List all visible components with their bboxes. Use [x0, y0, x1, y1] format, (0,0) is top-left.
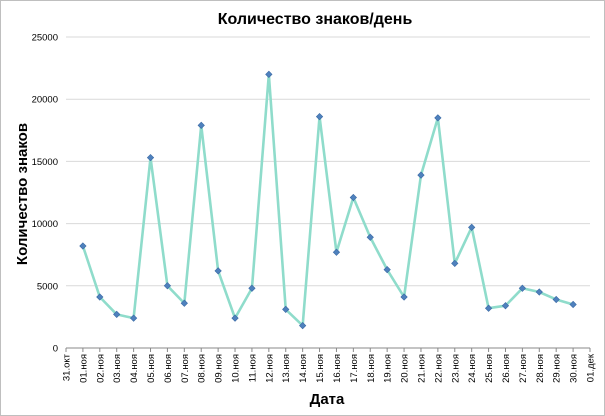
- data-point: [299, 321, 307, 330]
- gridlines: [66, 36, 590, 287]
- x-tick-label: 27.ноя: [518, 354, 529, 383]
- y-axis-title: Количество знаков: [14, 123, 31, 265]
- data-point: [569, 300, 577, 309]
- data-point: [214, 267, 222, 275]
- data-point: [434, 114, 442, 122]
- data-point: [383, 266, 391, 274]
- x-tick-label: 26.ноя: [501, 354, 512, 383]
- data-point: [315, 112, 324, 121]
- x-tick-label: 04.ноя: [129, 354, 140, 383]
- x-tick-label: 23.ноя: [450, 354, 461, 383]
- x-tick-label: 01.ноя: [78, 354, 89, 383]
- x-axis-ticks: 31.окт 01.ноя 02.ноя 03.ноя 04.ноя 05.ноя 06.н…: [62, 348, 597, 383]
- x-tick-label: 16.ноя: [332, 354, 343, 383]
- data-point: [332, 248, 341, 256]
- x-tick-label: 24.ноя: [467, 354, 478, 383]
- x-tick-label: 11.ноя: [247, 354, 258, 382]
- x-tick-label: 22.ноя: [433, 354, 444, 383]
- data-point: [366, 233, 374, 241]
- x-tick-label: 28.ноя: [535, 354, 546, 383]
- x-tick-label: 17.ноя: [349, 354, 360, 383]
- data-point: [180, 299, 188, 307]
- data-point: [79, 242, 87, 250]
- x-tick-label: 29.ноя: [552, 354, 563, 383]
- data-point: [349, 193, 357, 202]
- x-tick-label: 10.ноя: [231, 354, 242, 383]
- x-tick-label: 09.ноя: [214, 354, 225, 383]
- data-point: [282, 305, 290, 314]
- y-tick-label: 20000: [32, 95, 58, 106]
- y-tick-label: 10000: [32, 219, 58, 230]
- y-tick-label: 15000: [32, 157, 58, 168]
- x-tick-label: 05.ноя: [146, 354, 157, 383]
- x-tick-label: 25.ноя: [484, 354, 495, 383]
- x-tick-label: 12.ноя: [264, 354, 275, 383]
- y-tick-label: 25000: [32, 33, 58, 44]
- x-tick-label: 08.ноя: [197, 354, 208, 383]
- chart-title: Количество знаков/день: [218, 11, 413, 28]
- x-tick-label: 31.окт: [62, 353, 73, 381]
- x-tick-label: 15.ноя: [315, 354, 326, 383]
- x-tick-label: 20.ноя: [400, 354, 411, 383]
- x-tick-label: 01.дек: [586, 353, 597, 382]
- data-point: [400, 293, 408, 301]
- data-point: [197, 121, 205, 129]
- data-point: [451, 259, 459, 268]
- data-point: [248, 284, 256, 292]
- x-tick-label: 19.ноя: [383, 354, 394, 383]
- data-markers: [79, 70, 577, 330]
- data-point: [535, 288, 543, 296]
- data-point: [484, 304, 493, 312]
- data-point: [265, 70, 273, 78]
- x-tick-label: 07.ноя: [180, 354, 191, 383]
- data-point: [129, 314, 138, 322]
- x-tick-label: 03.ноя: [112, 354, 123, 383]
- data-point: [501, 302, 510, 310]
- x-tick-label: 02.ноя: [95, 354, 106, 383]
- x-tick-label: 21.ноя: [416, 354, 427, 383]
- data-point: [113, 310, 121, 319]
- y-axis-ticks: 0 5000 10000 15000 20000 25000: [32, 33, 58, 355]
- data-point: [552, 295, 560, 304]
- x-axis-title: Дата: [310, 391, 345, 408]
- x-tick-label: 18.ноя: [366, 354, 377, 383]
- data-point: [96, 293, 104, 301]
- x-tick-label: 13.ноя: [281, 354, 292, 383]
- x-tick-label: 30.ноя: [569, 354, 580, 383]
- data-point: [417, 171, 425, 179]
- y-tick-label: 0: [53, 344, 58, 355]
- data-point: [146, 154, 155, 162]
- data-point: [518, 284, 527, 292]
- data-point: [163, 282, 172, 290]
- data-point: [231, 314, 239, 322]
- y-tick-label: 5000: [37, 281, 58, 292]
- x-tick-label: 14.ноя: [298, 354, 309, 383]
- data-point: [468, 223, 476, 231]
- x-tick-label: 06.ноя: [163, 354, 174, 383]
